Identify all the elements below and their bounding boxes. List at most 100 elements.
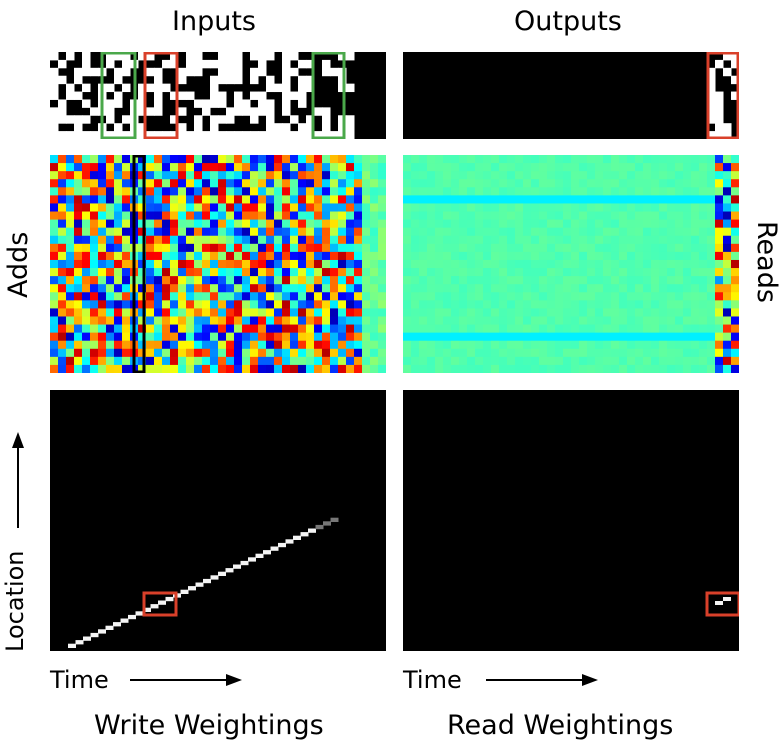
- add-cell: [234, 235, 243, 245]
- read-cell: [435, 340, 444, 350]
- add-cell: [186, 316, 195, 326]
- read-cell: [523, 243, 532, 253]
- read-cell: [635, 276, 644, 285]
- read-cell: [643, 259, 652, 269]
- add-cell: [82, 235, 91, 245]
- read-cell: [643, 203, 652, 213]
- add-cell: [154, 324, 163, 334]
- read-cell: [603, 316, 612, 326]
- add-cell: [194, 276, 203, 285]
- add-cell: [74, 179, 83, 188]
- output-bit: [707, 99, 716, 108]
- add-cell: [186, 356, 195, 366]
- add-cell: [322, 340, 331, 350]
- read-cell: [683, 340, 692, 350]
- add-cell: [98, 300, 107, 309]
- add-cell: [274, 227, 283, 237]
- outputs-panel: [403, 52, 739, 139]
- add-cell: [74, 308, 83, 317]
- write-weight-cell: [143, 607, 151, 612]
- read-cell: [643, 324, 652, 334]
- add-cell: [138, 203, 147, 213]
- add-cell: [186, 332, 195, 342]
- read-cell: [715, 348, 724, 358]
- read-cell: [563, 243, 572, 253]
- read-cell: [459, 251, 468, 261]
- add-cell: [194, 300, 203, 309]
- add-cell: [314, 179, 323, 188]
- read-cell: [643, 300, 652, 309]
- input-bit: [162, 83, 171, 93]
- read-cell: [499, 227, 508, 237]
- read-cell: [627, 300, 636, 309]
- add-cell: [106, 211, 115, 221]
- add-cell: [378, 195, 386, 204]
- add-cell: [338, 268, 347, 277]
- add-cell: [210, 171, 219, 180]
- add-cell: [274, 243, 283, 253]
- read-cell: [467, 316, 476, 326]
- add-cell: [242, 203, 251, 213]
- read-cell: [491, 356, 500, 366]
- add-cell: [266, 340, 275, 350]
- read-cell: [555, 219, 564, 229]
- read-cell: [603, 292, 612, 301]
- add-cell: [306, 292, 315, 301]
- add-cell: [346, 332, 355, 342]
- add-cell: [106, 219, 115, 229]
- read-cell: [723, 356, 732, 366]
- read-cell: [459, 211, 468, 221]
- read-cell: [707, 268, 716, 277]
- add-cell: [154, 227, 163, 237]
- add-cell: [170, 259, 179, 269]
- read-cell: [651, 219, 660, 229]
- read-cell: [571, 364, 580, 373]
- add-cell: [370, 292, 379, 301]
- read-cell: [467, 356, 476, 366]
- read-cell: [619, 259, 628, 269]
- add-cell: [74, 268, 83, 277]
- read-cell: [539, 268, 548, 277]
- read-cell: [475, 356, 484, 366]
- add-cell: [186, 276, 195, 285]
- add-cell: [186, 284, 195, 293]
- add-cell: [266, 211, 275, 221]
- read-cell: [659, 324, 668, 334]
- read-cell: [699, 195, 708, 204]
- add-cell: [346, 364, 355, 373]
- read-cell: [731, 203, 739, 213]
- read-cell: [587, 235, 596, 245]
- add-cell: [298, 324, 307, 334]
- read-cell: [683, 292, 692, 301]
- input-highlight-green-2: [311, 52, 346, 139]
- read-cell: [419, 251, 428, 261]
- add-cell: [250, 356, 259, 366]
- read-cell: [443, 155, 452, 164]
- input-bit: [338, 52, 347, 61]
- add-cell: [162, 268, 171, 277]
- add-cell: [178, 364, 187, 373]
- add-cell: [154, 292, 163, 301]
- input-bit: [234, 131, 243, 139]
- input-bit: [250, 131, 259, 139]
- add-cell: [194, 348, 203, 358]
- add-cell: [266, 171, 275, 180]
- read-cell: [723, 155, 732, 164]
- add-cell: [346, 316, 355, 326]
- read-cell: [571, 340, 580, 350]
- read-cell: [531, 332, 540, 342]
- add-cell: [202, 364, 211, 373]
- read-cell: [635, 251, 644, 261]
- read-cell: [539, 171, 548, 180]
- read-cell: [443, 235, 452, 245]
- read-cell: [563, 163, 572, 172]
- read-cell: [563, 235, 572, 245]
- add-cell: [162, 171, 171, 180]
- read-cell: [731, 219, 739, 229]
- read-cell: [659, 227, 668, 237]
- input-bit: [306, 123, 315, 132]
- read-cell: [699, 163, 708, 172]
- add-cell: [146, 268, 155, 277]
- read-cell: [539, 187, 548, 196]
- read-cell: [579, 155, 588, 164]
